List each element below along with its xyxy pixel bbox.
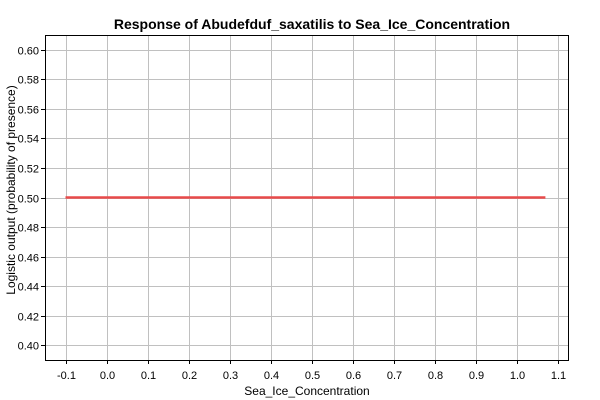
- y-tick-label: 0.40: [18, 341, 39, 353]
- x-tick-label: 0.9: [469, 370, 484, 382]
- x-tick-label: 0.4: [264, 370, 279, 382]
- y-axis: 0.40 0.42 0.44 0.46 0.48 0.50 0.52 0.54 0.56 0.58…: [18, 46, 45, 353]
- y-axis-label: Logistic output (probability of presence…: [4, 85, 18, 294]
- x-tick-label: 0.3: [223, 370, 238, 382]
- x-tick-label: 0.8: [428, 370, 443, 382]
- y-tick-label: 0.46: [18, 253, 39, 265]
- x-tick-label: 1.1: [551, 370, 566, 382]
- x-axis: -0.1 0.0 0.1 0.2 0.3 0.4 0.5 0.6 0.7 0.8 0.9 1.0 1.1: [57, 360, 566, 382]
- y-tick-label: 0.58: [18, 75, 39, 87]
- x-tick-label: 1.0: [510, 370, 525, 382]
- x-tick-label: 0.2: [182, 370, 197, 382]
- y-tick-label: 0.60: [18, 46, 39, 58]
- y-tick-label: 0.54: [18, 134, 39, 146]
- x-tick-label: 0.0: [100, 370, 115, 382]
- x-axis-label: Sea_Ice_Concentration: [244, 384, 369, 398]
- y-tick-label: 0.56: [18, 105, 39, 117]
- plot-area-frame: [45, 35, 569, 361]
- y-tick-label: 0.44: [18, 282, 39, 294]
- y-tick-label: 0.42: [18, 312, 39, 324]
- x-tick-label: -0.1: [57, 370, 76, 382]
- y-tick-label: 0.52: [18, 164, 39, 176]
- chart-title: Response of Abudefduf_saxatilis to Sea_I…: [114, 16, 510, 32]
- x-tick-label: 0.1: [141, 370, 156, 382]
- x-tick-label: 0.7: [387, 370, 402, 382]
- grid: [45, 35, 568, 360]
- x-tick-label: 0.5: [305, 370, 320, 382]
- y-tick-label: 0.48: [18, 223, 39, 235]
- y-tick-label: 0.50: [18, 194, 39, 206]
- x-tick-label: 0.6: [346, 370, 361, 382]
